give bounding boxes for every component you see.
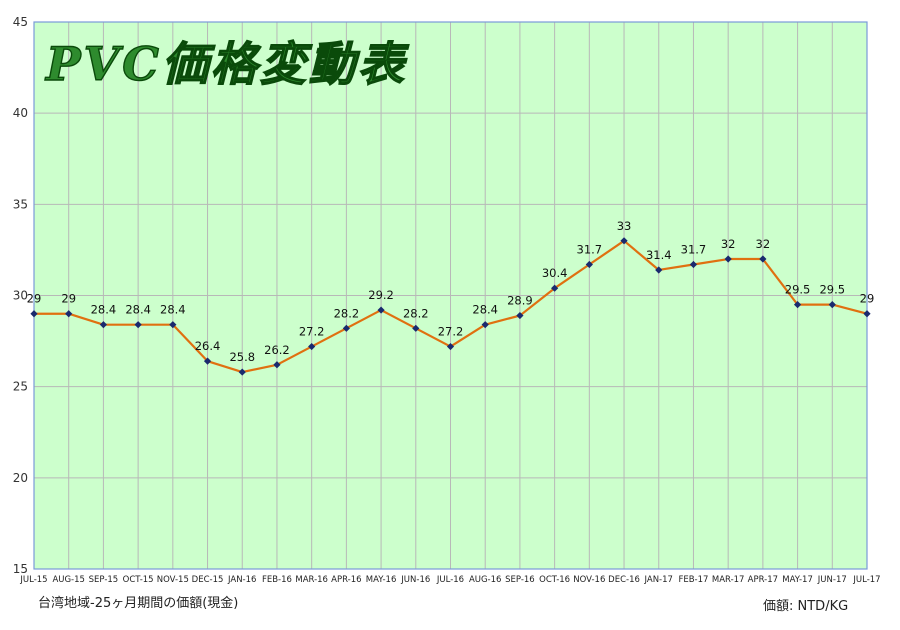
data-point: [551, 284, 559, 292]
data-point: [620, 237, 628, 245]
data-label: 33: [617, 219, 632, 233]
data-label: 29.5: [785, 283, 811, 297]
x-tick-label: OCT-15: [123, 575, 154, 585]
plot-border: [33, 21, 868, 570]
data-label: 26.2: [264, 343, 290, 357]
data-point: [516, 311, 524, 320]
data-point: [793, 301, 802, 309]
y-tick-label: 15: [13, 562, 28, 576]
data-label: 26.4: [195, 339, 221, 353]
y-tick-label: 45: [13, 15, 28, 29]
x-tick-label: DEC-15: [192, 575, 224, 585]
data-point: [377, 306, 385, 314]
data-label: 28.4: [125, 303, 151, 317]
data-label: 31.7: [681, 243, 707, 257]
data-point: [308, 342, 316, 351]
data-label: 25.8: [229, 350, 255, 364]
footnote-region-period: 台湾地域-25ヶ月期間の価額(現金): [38, 596, 239, 611]
data-point: [65, 310, 73, 318]
data-point: [863, 310, 871, 318]
y-tick-label: 25: [13, 380, 28, 394]
data-point: [828, 301, 836, 309]
data-label: 32: [756, 237, 771, 251]
x-tick-label: DEC-16: [608, 575, 640, 585]
x-tick-label: NOV-15: [157, 575, 189, 585]
data-label: 29: [27, 292, 42, 306]
data-point: [689, 260, 698, 269]
y-tick-label: 35: [13, 197, 28, 211]
x-tick-label: JUN-16: [400, 575, 430, 585]
data-label: 28.2: [403, 306, 429, 320]
x-tick-label: MAR-17: [712, 575, 745, 585]
data-point: [238, 368, 246, 376]
data-point: [481, 321, 489, 329]
data-label: 28.2: [334, 306, 360, 320]
data-label: 27.2: [299, 325, 325, 339]
x-tick-label: OCT-16: [539, 575, 570, 585]
x-tick-label: MAY-16: [366, 575, 397, 585]
x-tick-label: JAN-16: [227, 575, 256, 585]
x-tick-label: AUG-16: [469, 575, 502, 585]
x-tick-label: AUG-15: [52, 575, 85, 585]
data-label: 28.9: [507, 294, 533, 308]
x-tick-label: MAY-17: [782, 575, 813, 585]
data-point: [99, 321, 108, 329]
data-point: [169, 321, 177, 329]
data-label: 28.4: [91, 303, 117, 317]
data-label: 29.2: [368, 288, 394, 302]
data-point: [342, 324, 350, 332]
chart-title: PVC価格変動表: [44, 37, 410, 91]
x-tick-label: FEB-17: [678, 575, 708, 585]
data-label: 28.4: [160, 303, 186, 317]
footnote-unit: 価額: NTD/KG: [763, 599, 849, 614]
y-tick-label: 20: [13, 471, 28, 485]
x-tick-label: JUN-17: [817, 575, 847, 585]
data-point: [412, 324, 420, 332]
data-point: [724, 255, 732, 263]
data-point: [446, 342, 455, 351]
data-label: 30.4: [542, 266, 568, 280]
x-tick-label: JUL-17: [852, 575, 880, 585]
x-tick-label: JAN-17: [644, 575, 673, 585]
x-tick-label: JUL-15: [19, 575, 47, 585]
data-point: [585, 260, 593, 269]
data-label: 29.5: [819, 283, 845, 297]
x-tick-label: JUL-16: [436, 575, 464, 585]
data-label: 32: [721, 237, 736, 251]
data-point: [203, 357, 212, 365]
data-label: 27.2: [438, 325, 464, 339]
data-point: [655, 266, 663, 274]
data-point: [134, 321, 142, 329]
y-tick-label: 30: [13, 289, 28, 303]
data-point: [759, 255, 767, 263]
x-tick-label: FEB-16: [262, 575, 292, 585]
data-label: 28.4: [472, 303, 498, 317]
x-tick-label: SEP-16: [505, 575, 535, 585]
x-tick-label: SEP-15: [89, 575, 119, 585]
data-point: [273, 361, 281, 369]
data-label: 31.4: [646, 248, 672, 262]
data-label: 29: [860, 292, 875, 306]
x-tick-label: APR-17: [748, 575, 778, 585]
data-label: 29: [61, 292, 76, 306]
x-tick-label: APR-16: [331, 575, 361, 585]
data-label: 31.7: [577, 243, 603, 257]
x-tick-label: NOV-16: [573, 575, 605, 585]
x-tick-label: MAR-16: [295, 575, 328, 585]
y-tick-label: 40: [13, 106, 28, 120]
data-point: [30, 310, 38, 318]
